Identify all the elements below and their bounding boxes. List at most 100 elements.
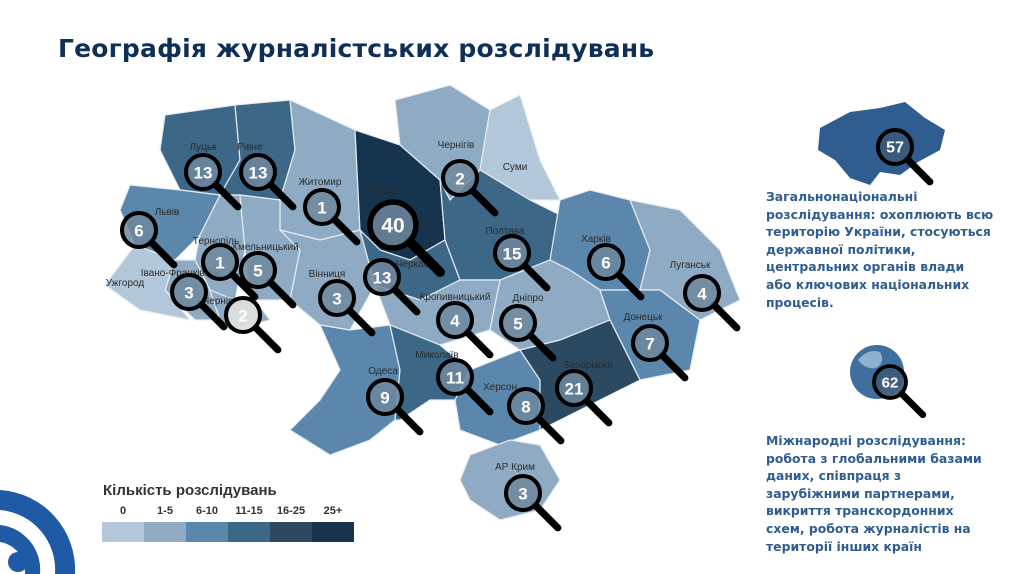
legend-label: 16-25 [276, 505, 306, 517]
legend-label: 25+ [323, 505, 343, 517]
magnifier-handle [393, 405, 424, 436]
region-label: Вінниця [309, 269, 346, 280]
region-marker: 6 [586, 242, 645, 301]
magnifier-icon [435, 357, 475, 397]
legend-label: 0 [119, 505, 127, 517]
investigation-count: 13 [194, 164, 213, 183]
national-marker: 57 [875, 127, 934, 186]
investigation-count: 9 [380, 389, 389, 408]
region-label: Хмельницький [231, 242, 298, 253]
region-marker: 4 [435, 300, 494, 359]
magnifier-icon [119, 210, 159, 250]
region-label: АР Крим [495, 462, 535, 473]
magnifier-icon [183, 152, 223, 192]
legend-label: 1-5 [157, 505, 173, 517]
region-marker: 4 [682, 273, 741, 332]
magnifier-handle [903, 155, 934, 186]
region-marker: 3 [317, 278, 376, 337]
region-label: Запоріжжя [563, 360, 612, 371]
investigation-count: 57 [886, 140, 904, 157]
investigation-count: 13 [249, 164, 268, 183]
magnifier-handle [404, 236, 445, 277]
magnifier-icon [875, 127, 915, 167]
region-marker: 21 [554, 368, 613, 427]
magnifier-handle [228, 270, 259, 301]
magnifier-handle [531, 501, 562, 532]
region-21[interactable] [289, 324, 401, 456]
region-marker: 1 [200, 242, 259, 301]
magnifier-handle [345, 306, 376, 337]
magnifier-icon [872, 364, 908, 400]
region-label: Тернопіль [193, 236, 239, 247]
magnifier-icon [435, 300, 475, 340]
legend-swatch [228, 522, 270, 542]
region-label: Одеса [368, 366, 398, 377]
region-label: Житомир [299, 177, 342, 188]
magnifier-handle [463, 328, 494, 359]
region-marker: 13 [362, 257, 421, 316]
investigation-count: 62 [882, 375, 899, 392]
magnifier-handle [520, 261, 551, 292]
region-label: Ужгород [106, 278, 145, 289]
investigation-count: 2 [238, 307, 247, 326]
legend-swatch [312, 522, 354, 542]
region-marker: 11 [435, 357, 494, 416]
magnifier-icon [554, 368, 594, 408]
magnifier-icon [362, 257, 402, 297]
region-label: Суми [503, 162, 528, 173]
legend-title: Кількість розслідувань [103, 482, 277, 499]
investigation-count: 40 [381, 215, 404, 238]
magnifier-handle [658, 351, 689, 382]
national-description: Загальнонаціональні розслідування: охопл… [766, 189, 994, 310]
region-label: Луцьк [190, 142, 218, 153]
magnifier-icon [238, 152, 278, 192]
magnifier-icon [682, 273, 722, 313]
region-label: Черкаси [396, 259, 435, 270]
region-label: Львів [155, 207, 180, 218]
region-marker: 2 [223, 295, 282, 354]
magnifier-icon [492, 233, 532, 273]
magnifier-icon [440, 158, 480, 198]
investigation-count: 6 [134, 222, 143, 241]
magnifier-handle [390, 285, 421, 316]
magnifier-handle [463, 385, 494, 416]
region-marker: 5 [498, 303, 557, 362]
investigation-count: 21 [565, 380, 584, 399]
magnifier-icon [223, 295, 263, 335]
magnifier-icon [506, 386, 546, 426]
legend-color-bar [102, 522, 354, 542]
magnifier-icon [503, 473, 543, 513]
magnifier-handle [251, 323, 282, 354]
investigation-count: 4 [450, 312, 460, 331]
region-label: Харків [581, 234, 611, 245]
region-marker: 8 [506, 386, 565, 445]
region-marker: 40 [367, 199, 445, 277]
region-label: Чернігів [438, 140, 475, 151]
magnifier-icon [630, 323, 670, 363]
region-label: Дніпро [512, 293, 543, 304]
investigation-count: 3 [332, 290, 341, 309]
magnifier-icon [302, 187, 342, 227]
magnifier-icon [367, 199, 419, 251]
magnifier-handle [710, 301, 741, 332]
investigation-count: 3 [518, 485, 527, 504]
magnifier-handle [468, 186, 499, 217]
investigation-count: 2 [455, 170, 464, 189]
magnifier-handle [330, 215, 361, 246]
magnifier-handle [897, 389, 927, 419]
region-label: Чернівці [203, 296, 242, 307]
investigation-count: 8 [521, 398, 530, 417]
region-marker: 3 [169, 272, 228, 331]
region-marker: 1 [302, 187, 361, 246]
region-marker: 5 [238, 250, 297, 309]
region-label: Івано-Франківськ [141, 268, 220, 279]
region-marker: 3 [503, 473, 562, 532]
legend-label: 11-15 [235, 505, 263, 517]
region-marker: 2 [440, 158, 499, 217]
legend-swatch [144, 522, 186, 542]
international-description: Міжнародні розслідування: робота з глоба… [766, 433, 982, 554]
magnifier-icon [200, 242, 240, 282]
legend-swatch [270, 522, 312, 542]
region-label: Рівне [237, 142, 263, 153]
international-marker: 62 [872, 364, 927, 419]
